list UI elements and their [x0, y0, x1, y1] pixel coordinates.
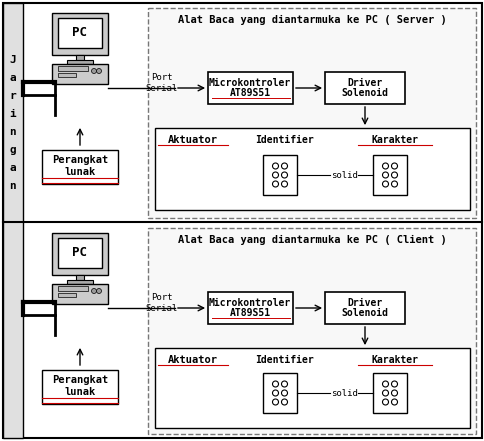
Bar [262, 373, 296, 413]
Bar [58, 66, 88, 71]
Circle shape [382, 181, 388, 187]
Text: Perangkat: Perangkat [52, 375, 108, 385]
Bar [3, 3, 23, 438]
Circle shape [272, 381, 278, 387]
Bar [58, 73, 76, 77]
Text: PC: PC [72, 247, 87, 259]
Text: lunak: lunak [64, 387, 95, 397]
Text: Driver: Driver [347, 78, 382, 88]
Text: n: n [10, 127, 16, 137]
Text: n: n [10, 181, 16, 191]
Bar [372, 155, 406, 195]
Bar [67, 60, 93, 64]
Circle shape [281, 172, 287, 178]
Text: solid: solid [330, 171, 357, 179]
Text: Solenoid: Solenoid [341, 88, 388, 98]
Text: Microkontroler: Microkontroler [209, 298, 290, 308]
Text: Microkontroler: Microkontroler [209, 78, 290, 88]
Text: Identifier: Identifier [255, 355, 314, 365]
Circle shape [96, 288, 101, 294]
Circle shape [391, 390, 397, 396]
Text: AT89S51: AT89S51 [229, 88, 270, 98]
Text: Aktuator: Aktuator [167, 135, 217, 145]
Bar [155, 348, 469, 428]
Circle shape [281, 163, 287, 169]
Circle shape [391, 163, 397, 169]
Text: Identifier: Identifier [255, 135, 314, 145]
Text: a: a [10, 163, 16, 173]
Circle shape [272, 172, 278, 178]
Bar [155, 128, 469, 210]
Circle shape [391, 172, 397, 178]
Bar [324, 72, 404, 104]
Bar [262, 155, 296, 195]
Circle shape [281, 399, 287, 405]
Circle shape [91, 68, 96, 74]
Bar [208, 292, 292, 324]
Text: a: a [10, 73, 16, 83]
Bar [42, 370, 118, 404]
Circle shape [391, 181, 397, 187]
Bar [52, 13, 108, 55]
Circle shape [272, 181, 278, 187]
Bar [52, 284, 108, 304]
Text: r: r [10, 91, 16, 101]
Bar [372, 373, 406, 413]
Circle shape [272, 399, 278, 405]
Circle shape [281, 390, 287, 396]
Text: Port
Serial: Port Serial [146, 73, 178, 93]
Text: Alat Baca yang diantarmuka ke PC ( Server ): Alat Baca yang diantarmuka ke PC ( Serve… [177, 15, 445, 25]
Bar [52, 233, 108, 275]
Circle shape [96, 68, 101, 74]
Text: Port
Serial: Port Serial [146, 293, 178, 313]
Text: Perangkat: Perangkat [52, 155, 108, 165]
Bar [324, 292, 404, 324]
Circle shape [382, 163, 388, 169]
Circle shape [391, 399, 397, 405]
Bar [76, 55, 84, 60]
Circle shape [382, 381, 388, 387]
Text: Karakter: Karakter [371, 355, 418, 365]
Text: Driver: Driver [347, 298, 382, 308]
Circle shape [281, 381, 287, 387]
Text: Aktuator: Aktuator [167, 355, 217, 365]
Text: Alat Baca yang diantarmuka ke PC ( Client ): Alat Baca yang diantarmuka ke PC ( Clien… [177, 235, 445, 245]
Text: Karakter: Karakter [371, 135, 418, 145]
Bar [67, 280, 93, 284]
Bar [42, 150, 118, 184]
Text: PC: PC [72, 26, 87, 40]
Text: solid: solid [330, 389, 357, 397]
Circle shape [382, 399, 388, 405]
Bar [208, 72, 292, 104]
Circle shape [391, 381, 397, 387]
Bar [58, 18, 102, 48]
Circle shape [382, 172, 388, 178]
Bar [58, 286, 88, 291]
Bar [76, 275, 84, 280]
Circle shape [382, 390, 388, 396]
Text: Solenoid: Solenoid [341, 308, 388, 318]
Text: AT89S51: AT89S51 [229, 308, 270, 318]
Bar [58, 238, 102, 268]
Bar [148, 8, 475, 218]
Circle shape [91, 288, 96, 294]
Circle shape [281, 181, 287, 187]
Text: g: g [10, 145, 16, 155]
Text: lunak: lunak [64, 167, 95, 177]
Text: J: J [10, 55, 16, 65]
Text: i: i [10, 109, 16, 119]
Bar [148, 228, 475, 434]
Circle shape [272, 163, 278, 169]
Circle shape [272, 390, 278, 396]
Bar [58, 293, 76, 297]
Bar [52, 64, 108, 84]
